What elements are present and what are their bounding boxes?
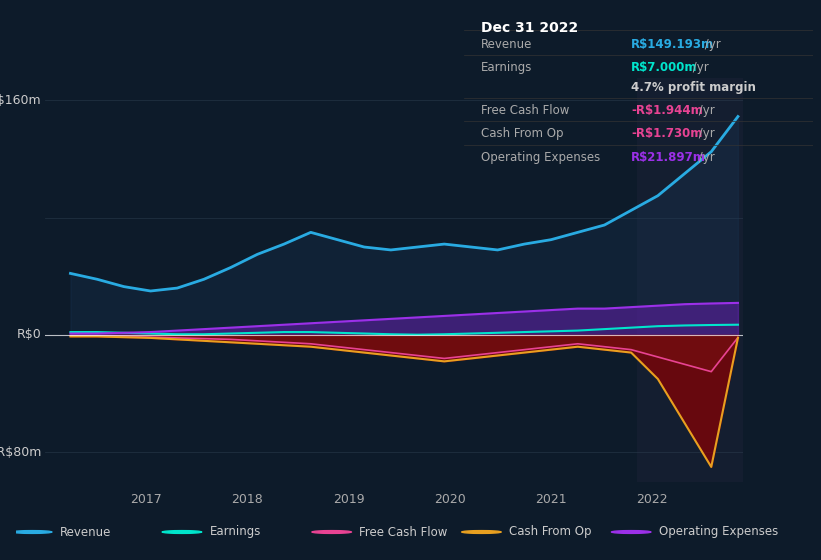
Text: 2018: 2018 xyxy=(232,493,264,506)
Text: Free Cash Flow: Free Cash Flow xyxy=(481,104,570,117)
Bar xyxy=(637,78,743,482)
Text: -R$1.944m: -R$1.944m xyxy=(631,104,703,117)
Text: Earnings: Earnings xyxy=(481,61,533,74)
Text: R$21.897m: R$21.897m xyxy=(631,151,706,164)
Text: /yr: /yr xyxy=(695,104,714,117)
Text: -R$1.730m: -R$1.730m xyxy=(631,127,703,141)
Circle shape xyxy=(163,531,202,533)
Circle shape xyxy=(461,531,501,533)
Text: Dec 31 2022: Dec 31 2022 xyxy=(481,21,579,35)
Text: -R$80m: -R$80m xyxy=(0,446,42,459)
Circle shape xyxy=(12,531,52,533)
Text: Revenue: Revenue xyxy=(481,38,533,51)
Text: 2017: 2017 xyxy=(131,493,163,506)
Text: 2021: 2021 xyxy=(535,493,566,506)
Text: /yr: /yr xyxy=(689,61,709,74)
Text: 4.7% profit margin: 4.7% profit margin xyxy=(631,81,756,94)
Text: Revenue: Revenue xyxy=(60,525,111,539)
Text: 2022: 2022 xyxy=(636,493,667,506)
Text: /yr: /yr xyxy=(701,38,721,51)
Text: 2019: 2019 xyxy=(333,493,365,506)
Text: Cash From Op: Cash From Op xyxy=(509,525,591,539)
Text: Cash From Op: Cash From Op xyxy=(481,127,564,141)
Text: /yr: /yr xyxy=(695,151,714,164)
Text: R$160m: R$160m xyxy=(0,94,42,107)
Text: Earnings: Earnings xyxy=(209,525,261,539)
Text: Operating Expenses: Operating Expenses xyxy=(658,525,778,539)
Text: R$0: R$0 xyxy=(17,329,42,342)
Circle shape xyxy=(312,531,351,533)
Text: Operating Expenses: Operating Expenses xyxy=(481,151,600,164)
Text: Free Cash Flow: Free Cash Flow xyxy=(360,525,447,539)
Text: R$7.000m: R$7.000m xyxy=(631,61,698,74)
Text: R$149.193m: R$149.193m xyxy=(631,38,714,51)
Circle shape xyxy=(612,531,651,533)
Text: /yr: /yr xyxy=(695,127,714,141)
Text: 2020: 2020 xyxy=(433,493,466,506)
